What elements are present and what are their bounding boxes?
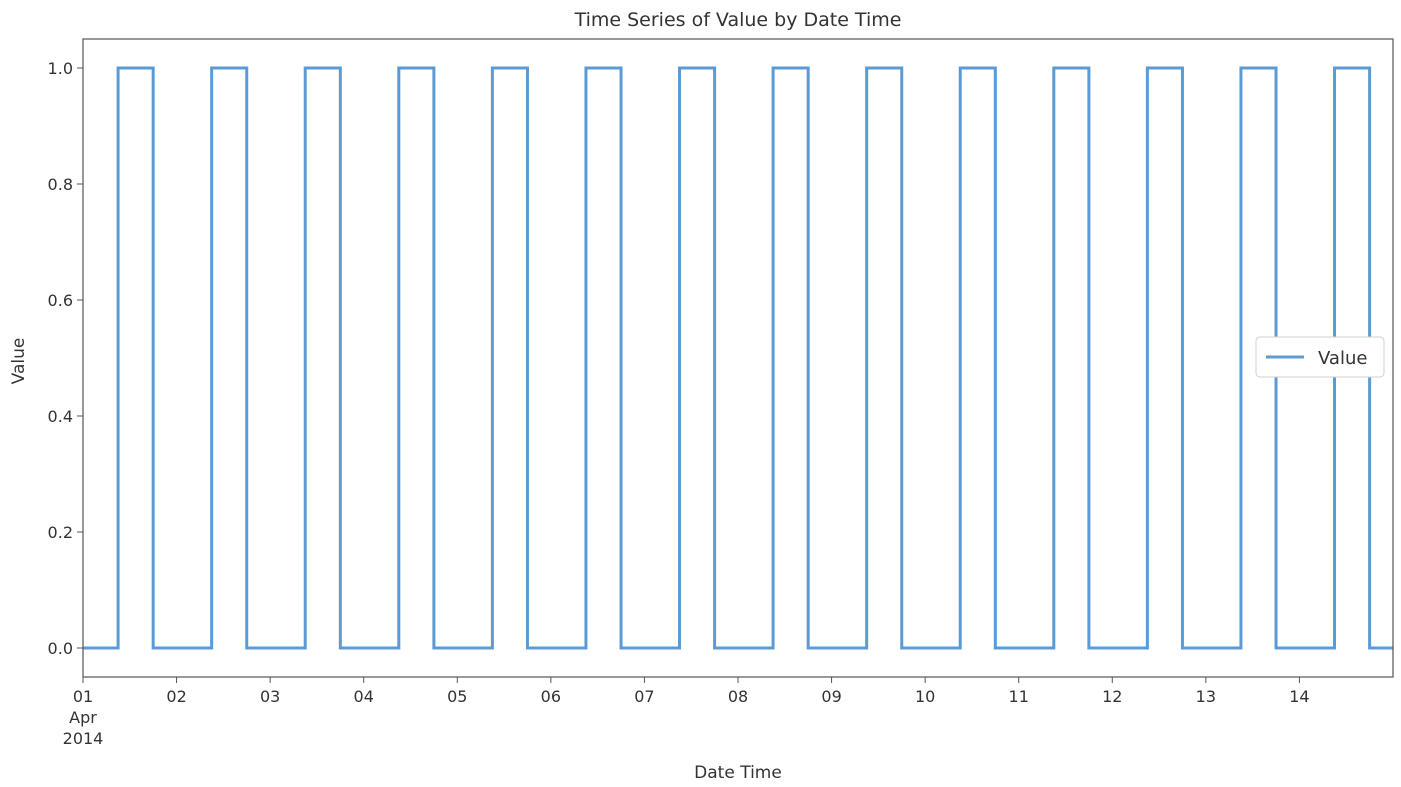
x-tick-label: 01 — [73, 687, 93, 706]
x-tick-year-label: 2014 — [63, 729, 104, 748]
y-tick-label: 0.0 — [48, 639, 73, 658]
x-tick-label: 02 — [166, 687, 186, 706]
y-axis-label: Value — [9, 338, 29, 385]
x-tick-label: 12 — [1102, 687, 1122, 706]
x-tick-label: 13 — [1196, 687, 1216, 706]
x-tick-label: 14 — [1289, 687, 1309, 706]
y-tick-label: 0.6 — [48, 291, 73, 310]
legend-box — [1255, 336, 1385, 378]
series-line-value — [83, 66, 1393, 650]
legend: Value — [1255, 336, 1385, 378]
x-tick-label: 07 — [634, 687, 654, 706]
x-tick-label: 06 — [541, 687, 561, 706]
x-tick-label: 09 — [821, 687, 841, 706]
plot-area-frame — [82, 38, 1394, 678]
legend-label-value: Value — [1318, 348, 1367, 369]
x-axis-ticks: 01 Apr 2014 02 03 04 05 06 07 08 09 10 11 12 13 14 — [63, 677, 1310, 748]
x-tick-label: 03 — [260, 687, 280, 706]
x-tick-month-label: Apr — [69, 708, 97, 727]
x-tick-label: 10 — [915, 687, 935, 706]
chart-title: Time Series of Value by Date Time — [574, 9, 902, 31]
x-tick-label: 11 — [1009, 687, 1029, 706]
y-axis-ticks: 0.0 0.2 0.4 0.6 0.8 1.0 — [48, 59, 83, 658]
y-tick-label: 0.4 — [48, 407, 73, 426]
y-tick-label: 0.2 — [48, 523, 73, 542]
y-tick-label: 0.8 — [48, 175, 73, 194]
y-tick-label: 1.0 — [48, 59, 73, 78]
x-axis-label: Date Time — [694, 763, 782, 783]
x-tick-label: 05 — [447, 687, 467, 706]
series-layer — [83, 66, 1393, 650]
x-tick-label: 04 — [354, 687, 374, 706]
x-tick-label: 08 — [728, 687, 748, 706]
